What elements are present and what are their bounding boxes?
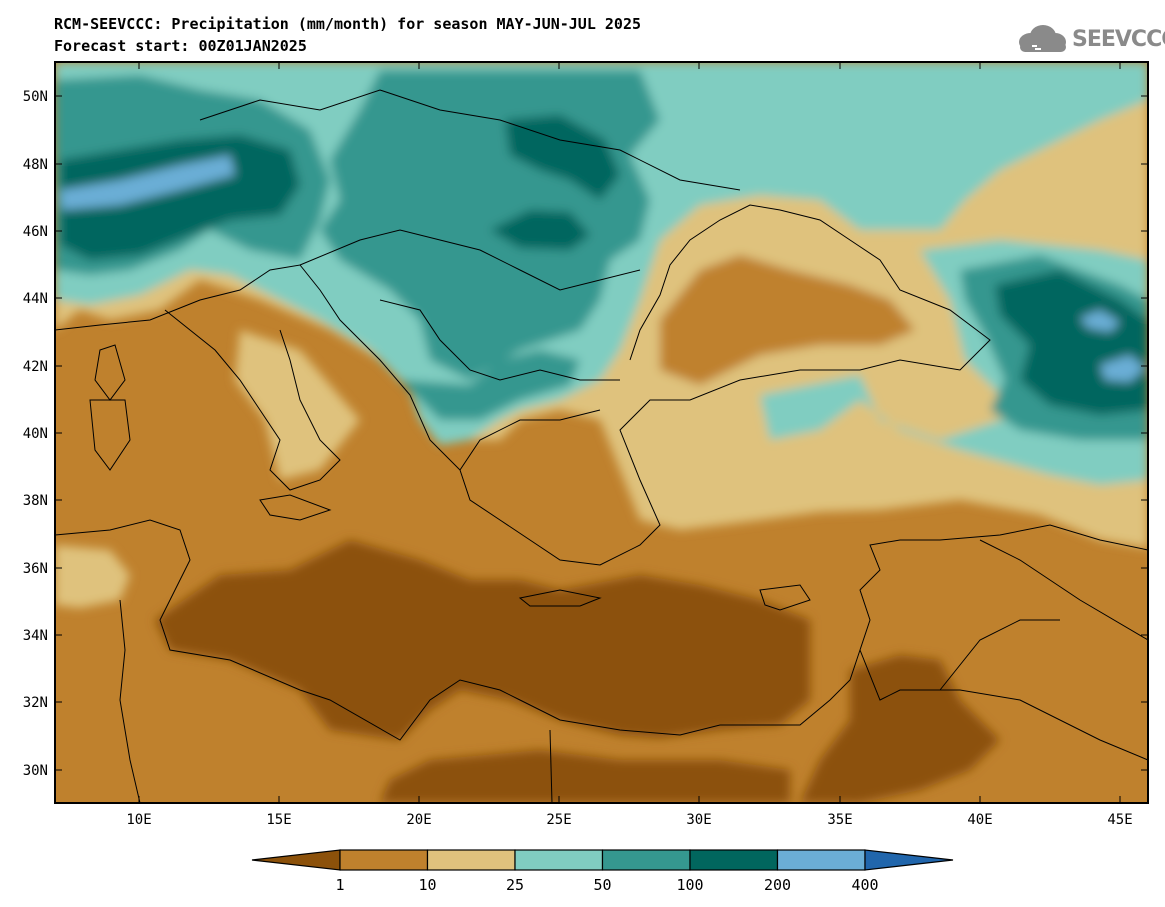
lat-label: 46N xyxy=(23,224,48,240)
precip-class-200-400-alps xyxy=(60,155,235,210)
coastlines-borders xyxy=(55,89,1148,803)
map-plot-area xyxy=(55,62,1148,803)
lat-label: 30N xyxy=(23,763,48,779)
lon-label: 45E xyxy=(1107,812,1132,828)
colorbar-label: 400 xyxy=(851,876,878,894)
precip-class-100-200-alps xyxy=(60,135,300,260)
lon-label: 10E xyxy=(126,812,151,828)
precip-class-10-25-italy xyxy=(235,330,360,480)
colorbar-segment xyxy=(776,849,866,871)
precip-class-100-200-carpathian-s xyxy=(490,210,590,250)
precip-class-1-10-blacksea xyxy=(660,255,915,385)
colorbar-segment xyxy=(689,849,779,871)
precip-class-25-50-anatolia xyxy=(760,375,1148,485)
colorbar-label: 100 xyxy=(676,876,703,894)
colorbar-segment xyxy=(426,849,516,871)
lon-label: 40E xyxy=(967,812,992,828)
precip-class-200-400-caucasus-b xyxy=(1100,355,1145,382)
precip-class-100-200-carpathian-n xyxy=(505,115,620,200)
lat-label: 34N xyxy=(23,628,48,644)
precip-class-200-400-caucasus-a xyxy=(1080,310,1120,332)
colorbar: 1 10 25 50 100 200 400 xyxy=(251,849,954,894)
lat-label: 50N xyxy=(23,89,48,105)
precip-class-below-1 xyxy=(155,540,810,740)
lon-label: 25E xyxy=(546,812,571,828)
seevccc-logo: SEEVCCC xyxy=(1016,22,1165,56)
precip-class-below-1-egypt xyxy=(380,750,790,803)
lat-label: 36N xyxy=(23,561,48,577)
cloud-logo-icon xyxy=(1019,25,1066,52)
colorbar-label: 10 xyxy=(418,876,436,894)
lon-label: 30E xyxy=(686,812,711,828)
lat-label: 42N xyxy=(23,359,48,375)
lon-label: 35E xyxy=(827,812,852,828)
logo-text: SEEVCCC xyxy=(1072,27,1165,52)
colorbar-segment xyxy=(601,849,691,871)
colorbar-under-triangle xyxy=(251,849,341,871)
lat-label: 40N xyxy=(23,426,48,442)
map-title: RCM-SEEVCCC: Precipitation (mm/month) fo… xyxy=(54,15,641,33)
lat-label: 48N xyxy=(23,157,48,173)
lat-label: 32N xyxy=(23,695,48,711)
precip-class-10-25-africa xyxy=(55,545,130,608)
precip-class-50-100-balkan xyxy=(400,350,580,420)
axis-ticks: 50N 48N 46N 44N 42N 40N 38N 36N 34N 32N 30N 10E 15E 2… xyxy=(23,62,1148,828)
colorbar-over-triangle xyxy=(864,849,954,871)
colorbar-label: 25 xyxy=(506,876,524,894)
precip-class-below-1-levant xyxy=(800,655,1000,803)
colorbar-label: 50 xyxy=(593,876,611,894)
colorbar-segment xyxy=(339,849,429,871)
lon-label: 20E xyxy=(406,812,431,828)
colorbar-label: 200 xyxy=(764,876,791,894)
colorbar-segment xyxy=(514,849,604,871)
lon-label: 15E xyxy=(266,812,291,828)
lat-label: 38N xyxy=(23,493,48,509)
lat-label: 44N xyxy=(23,291,48,307)
forecast-start-label: Forecast start: 00Z01JAN2025 xyxy=(54,37,307,55)
colorbar-label: 1 xyxy=(335,876,344,894)
